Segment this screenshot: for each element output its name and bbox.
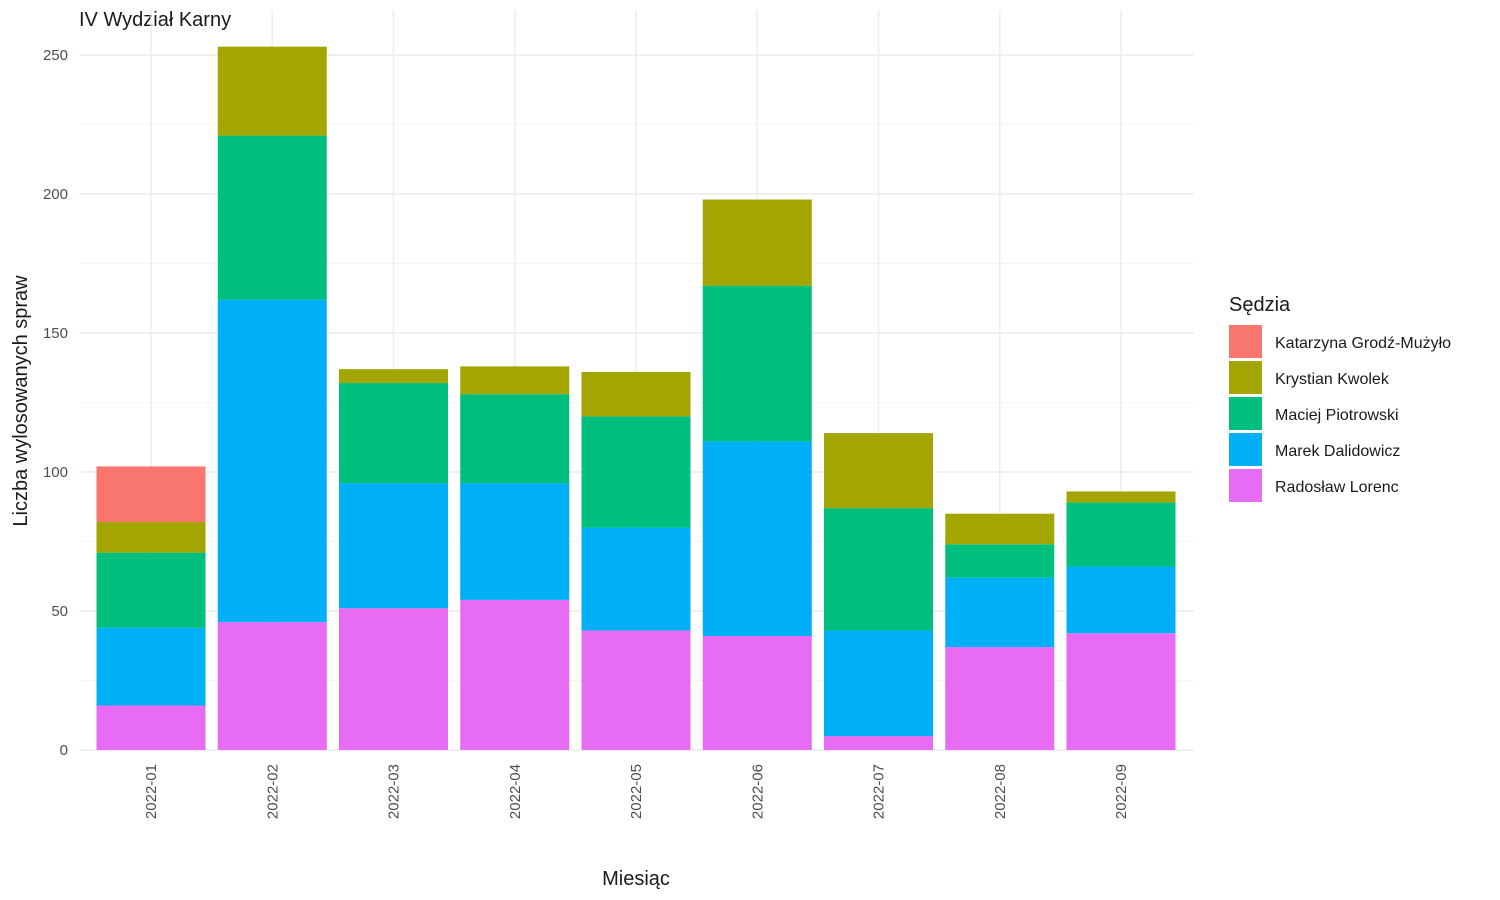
x-tick-label: 2022-01 (143, 764, 160, 819)
bar-segment (460, 394, 570, 484)
bar-segment (339, 383, 448, 484)
y-axis-title: Liczba wylosowanych spraw (10, 275, 32, 527)
bar-segment (217, 135, 327, 300)
legend-swatch (1229, 361, 1262, 394)
x-tick-label: 2022-05 (628, 764, 645, 819)
bar-segment (945, 544, 1055, 578)
legend: Sędzia Katarzyna Grodź-Mużyło Krystian Kw… (1229, 294, 1451, 502)
bar-segment (824, 433, 933, 509)
bar-segment (460, 483, 570, 600)
x-tick-label: 2022-06 (749, 764, 766, 819)
legend-label: Katarzyna Grodź-Mużyło (1275, 335, 1451, 352)
legend-swatch (1229, 397, 1262, 430)
bar-segment (702, 636, 812, 750)
bar-segment (1066, 566, 1176, 634)
legend-swatch (1229, 469, 1262, 502)
legend-title: Sędzia (1229, 294, 1291, 316)
bar-segment (824, 630, 933, 737)
bar-segment (945, 513, 1055, 545)
x-tick-label: 2022-08 (992, 764, 1009, 819)
legend-label: Maciej Piotrowski (1275, 407, 1399, 424)
chart-title: IV Wydział Karny (79, 9, 231, 31)
y-tick-label: 50 (51, 603, 68, 620)
x-tick-label: 2022-02 (264, 764, 281, 819)
bar-segment (460, 599, 570, 750)
x-tick-label: 2022-07 (871, 764, 888, 819)
bar-segment (1066, 633, 1176, 750)
bar-segment (581, 371, 691, 417)
bar-segment (96, 552, 206, 628)
y-tick-label: 250 (43, 47, 68, 64)
bar-segment (339, 483, 448, 609)
bar-segment (702, 285, 812, 442)
bar-segment (217, 622, 327, 750)
x-tick-label: 2022-03 (386, 764, 403, 819)
bar-segment (1066, 491, 1176, 503)
bar-segment (581, 630, 691, 750)
y-tick-label: 100 (43, 464, 68, 481)
bar-segment (945, 647, 1055, 750)
bar-segment (96, 466, 206, 523)
y-tick-label: 150 (43, 325, 68, 342)
bar-segment (217, 46, 327, 136)
bar-segment (581, 416, 691, 528)
bar-segment (96, 522, 206, 553)
bar-segment (460, 366, 570, 395)
bar-segment (824, 736, 933, 750)
y-axis-ticks: 0 50 100 150 200 250 (43, 47, 68, 759)
bar-segment (702, 199, 812, 286)
legend-label: Krystian Kwolek (1275, 371, 1390, 388)
x-axis-title: Miesiąc (602, 868, 670, 890)
x-tick-label: 2022-09 (1113, 764, 1130, 819)
x-axis-ticks: 2022-01 2022-02 2022-03 2022-04 2022-05 2022-… (143, 764, 1130, 819)
bars (96, 46, 1176, 750)
legend-label: Radosław Lorenc (1275, 479, 1399, 496)
bar-segment (217, 299, 327, 623)
y-tick-label: 0 (60, 742, 68, 759)
y-tick-label: 200 (43, 186, 68, 203)
legend-swatch (1229, 325, 1262, 358)
bar-segment (339, 608, 448, 750)
legend-swatch (1229, 433, 1262, 466)
bar-segment (702, 441, 812, 637)
x-tick-label: 2022-04 (507, 764, 524, 819)
bar-segment (581, 527, 691, 631)
bar-segment (96, 705, 206, 750)
legend-label: Marek Dalidowicz (1275, 443, 1400, 460)
bar-segment (1066, 502, 1176, 567)
bar-segment (945, 577, 1055, 648)
bar-segment (339, 369, 448, 384)
bar-segment (824, 508, 933, 631)
bar-segment (96, 627, 206, 706)
